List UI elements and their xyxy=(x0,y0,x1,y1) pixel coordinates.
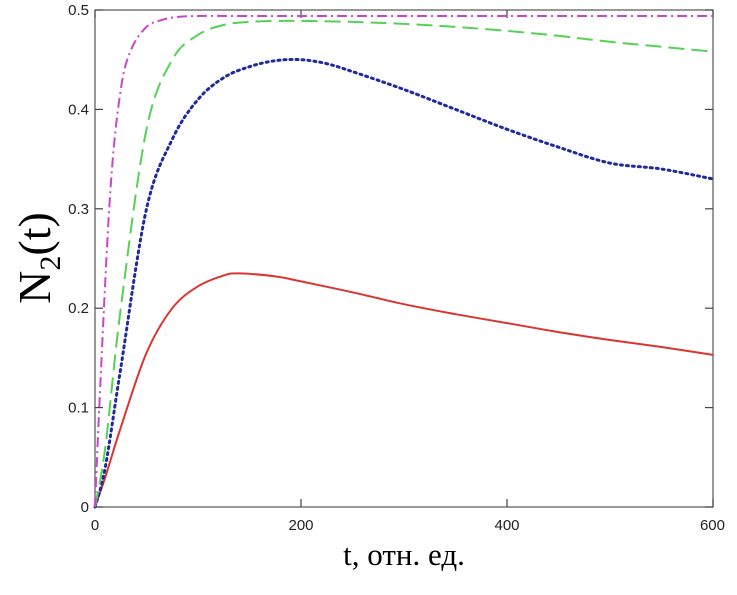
y-axis-label: N2(t) xyxy=(9,212,67,304)
series-line-dotted xyxy=(93,57,715,509)
x-tick-label: 400 xyxy=(494,517,519,534)
x-tick-label: 200 xyxy=(288,517,313,534)
y-tick-label: 0 xyxy=(81,499,89,516)
y-axis-label-suffix: (t) xyxy=(9,212,60,255)
x-tick-labels: 0 200 400 600 xyxy=(91,517,725,534)
y-tick-label: 0.5 xyxy=(68,2,89,19)
y-tick-labels: 0 0.1 0.2 0.3 0.4 0.5 xyxy=(68,2,89,516)
y-tick-label: 0.1 xyxy=(68,400,89,417)
y-tick-label: 0.3 xyxy=(68,201,89,218)
y-axis-label-subscript: 2 xyxy=(34,256,67,271)
y-axis-label-main: N xyxy=(9,271,60,304)
series-line-dashed xyxy=(94,19,714,508)
series-line-dashdot xyxy=(94,14,713,508)
y-tick-label: 0.2 xyxy=(68,300,89,317)
x-axis-label: t, отн. ед. xyxy=(343,537,465,572)
x-tick-label: 0 xyxy=(91,517,99,534)
tick-marks xyxy=(94,9,714,508)
series-group xyxy=(93,14,715,509)
series-line-solid xyxy=(94,272,714,508)
x-tick-label: 600 xyxy=(700,517,725,534)
plot-frame xyxy=(94,9,714,508)
y-tick-label: 0.4 xyxy=(68,101,89,118)
